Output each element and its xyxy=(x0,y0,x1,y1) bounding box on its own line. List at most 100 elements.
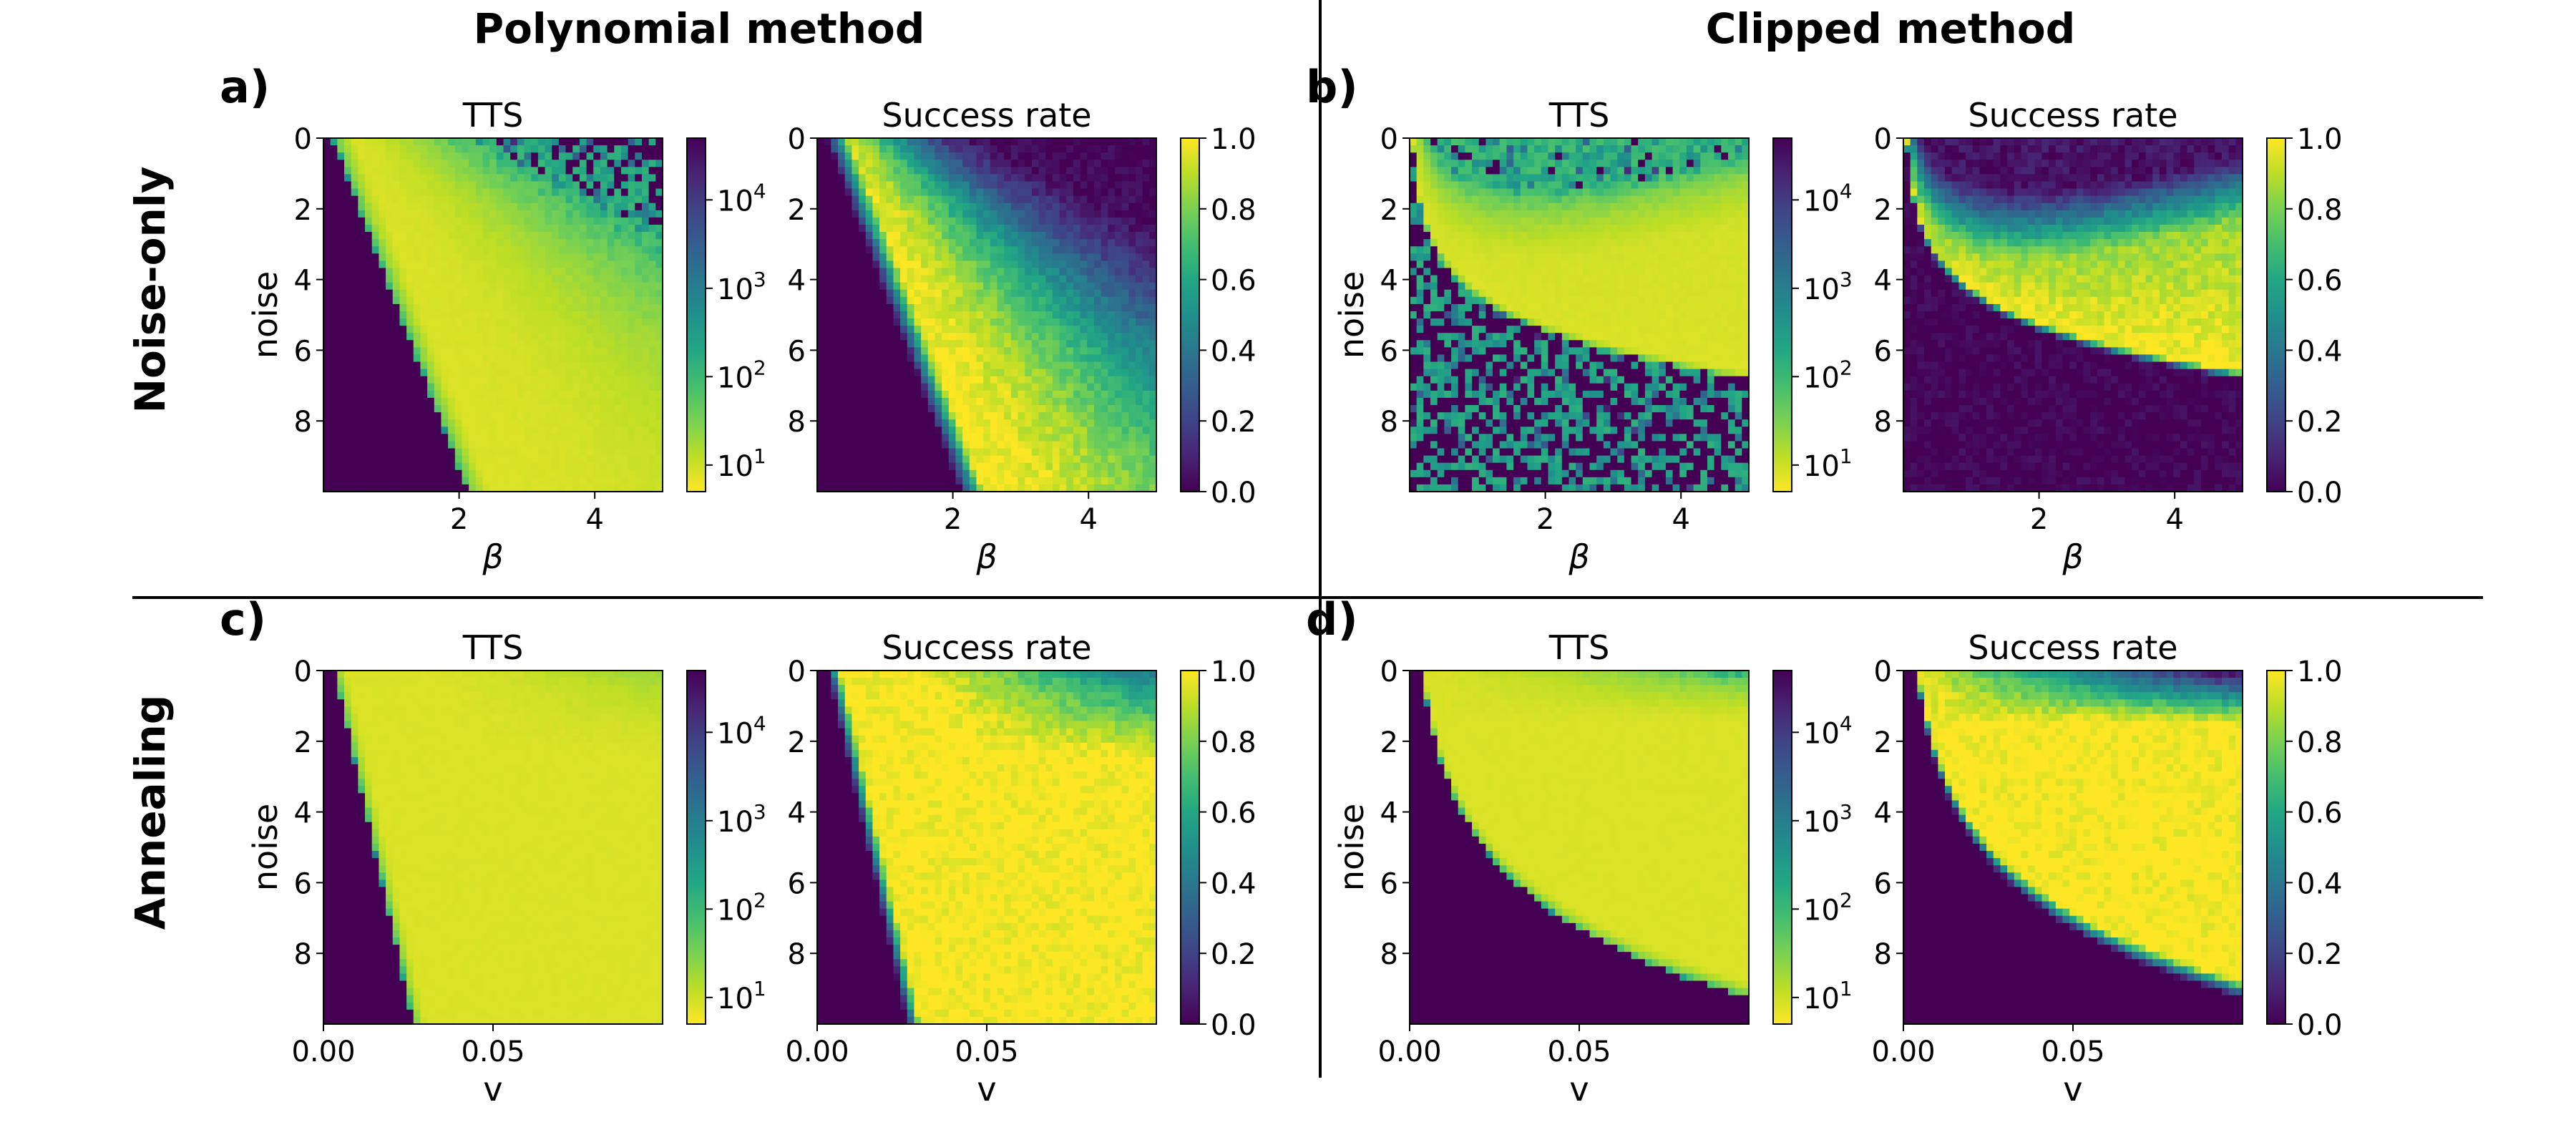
heatmap-cell xyxy=(1080,290,1088,298)
heatmap-cell xyxy=(907,253,914,261)
heatmap-cell xyxy=(365,145,372,153)
heatmap-cell xyxy=(462,318,469,326)
heatmap-cell xyxy=(621,145,628,153)
heatmap-cell xyxy=(1073,203,1080,211)
heatmap-cell xyxy=(914,419,921,427)
heatmap-cell xyxy=(455,405,462,413)
heatmap-cell xyxy=(907,246,914,254)
heatmap-cell xyxy=(531,456,538,464)
heatmap-cell xyxy=(1080,304,1088,312)
heatmap-cell xyxy=(1094,268,1101,276)
heatmap-cell xyxy=(921,290,928,298)
heatmap-cell xyxy=(580,138,587,146)
heatmap-cell xyxy=(1073,362,1080,370)
heatmap-cell xyxy=(1101,189,1108,197)
heatmap-cell xyxy=(379,246,386,254)
y-axis-label: noise xyxy=(246,271,285,359)
heatmap-cell xyxy=(824,311,831,319)
heatmap-cell xyxy=(406,384,414,391)
heatmap-cell xyxy=(593,145,600,153)
heatmap-cell xyxy=(1143,253,1150,261)
heatmap-cell xyxy=(1101,145,1108,153)
heatmap-cell xyxy=(600,477,608,485)
heatmap-cell xyxy=(1136,203,1143,211)
heatmap-cell xyxy=(928,210,935,218)
heatmap-cell xyxy=(414,253,421,261)
heatmap-cell xyxy=(887,174,894,182)
heatmap-cell xyxy=(1073,189,1080,197)
heatmap-cell xyxy=(907,412,914,420)
heatmap-cell xyxy=(1087,405,1094,413)
heatmap-cell xyxy=(1122,405,1129,413)
heatmap-cell xyxy=(893,218,900,225)
heatmap-cell xyxy=(1073,484,1080,492)
heatmap-cell xyxy=(914,398,921,406)
heatmap-cell xyxy=(517,218,525,225)
heatmap-cell xyxy=(1039,477,1046,485)
heatmap-cell xyxy=(427,398,434,406)
heatmap-cell xyxy=(608,412,615,420)
heatmap-cell xyxy=(838,196,845,204)
heatmap-panel-polynomial-noise-only-tts: TTSa)024682 4βnoise101102103104 xyxy=(220,61,766,576)
heatmap-cell xyxy=(572,290,580,298)
heatmap-cell xyxy=(887,434,894,442)
heatmap-cell xyxy=(928,225,935,233)
heatmap-cell xyxy=(900,398,907,406)
heatmap-cell xyxy=(545,477,552,485)
heatmap-cell xyxy=(817,174,824,182)
heatmap-cell xyxy=(1128,218,1136,225)
heatmap-cell xyxy=(970,412,977,420)
heatmap-cell xyxy=(608,304,615,312)
heatmap-cell xyxy=(1122,297,1129,305)
heatmap-cell xyxy=(497,340,504,348)
heatmap-cell xyxy=(990,398,997,406)
heatmap-cell xyxy=(1080,225,1088,233)
heatmap-cell xyxy=(997,167,1005,175)
heatmap-cell xyxy=(879,239,887,247)
heatmap-cell xyxy=(600,203,608,211)
heatmap-cell xyxy=(1087,318,1094,326)
heatmap-cell xyxy=(935,290,942,298)
heatmap-cell xyxy=(635,449,642,457)
heatmap-cell xyxy=(1060,167,1067,175)
heatmap-cell xyxy=(1493,152,1500,160)
heatmap-cell xyxy=(921,196,928,204)
heatmap-cell xyxy=(1108,152,1115,160)
heatmap-cell xyxy=(962,283,970,291)
heatmap-cell xyxy=(983,167,990,175)
heatmap-cell xyxy=(1032,181,1039,189)
heatmap-cell xyxy=(406,412,414,420)
heatmap-cell xyxy=(935,376,942,384)
heatmap-cell xyxy=(434,167,441,175)
heatmap-cell xyxy=(997,304,1005,312)
heatmap-cell xyxy=(949,145,956,153)
heatmap-cell xyxy=(538,311,545,319)
heatmap-cell xyxy=(559,160,566,167)
heatmap-cell xyxy=(337,354,344,362)
heatmap-cell xyxy=(331,384,338,391)
heatmap-cell xyxy=(482,239,489,247)
heatmap-cell xyxy=(462,311,469,319)
heatmap-cell xyxy=(448,441,455,449)
heatmap-cell xyxy=(893,376,900,384)
heatmap-cell xyxy=(1039,196,1046,204)
heatmap-cell xyxy=(893,297,900,305)
heatmap-cell xyxy=(441,463,448,471)
heatmap-cell xyxy=(997,412,1005,420)
heatmap-cell xyxy=(1066,441,1073,449)
heatmap-cell xyxy=(928,347,935,355)
heatmap-cell xyxy=(358,160,365,167)
heatmap-cell xyxy=(420,362,427,370)
heatmap-cell xyxy=(337,304,344,312)
heatmap-cell xyxy=(358,283,365,291)
heatmap-cell xyxy=(962,260,970,268)
heatmap-cell xyxy=(399,333,406,341)
heatmap-cell xyxy=(525,477,532,485)
heatmap-cell xyxy=(1694,138,1701,146)
heatmap-cell xyxy=(608,218,615,225)
heatmap-cell xyxy=(525,290,532,298)
heatmap-cell xyxy=(434,138,441,146)
heatmap-cell xyxy=(1122,484,1129,492)
heatmap-cell xyxy=(900,318,907,326)
heatmap-cell xyxy=(587,260,594,268)
